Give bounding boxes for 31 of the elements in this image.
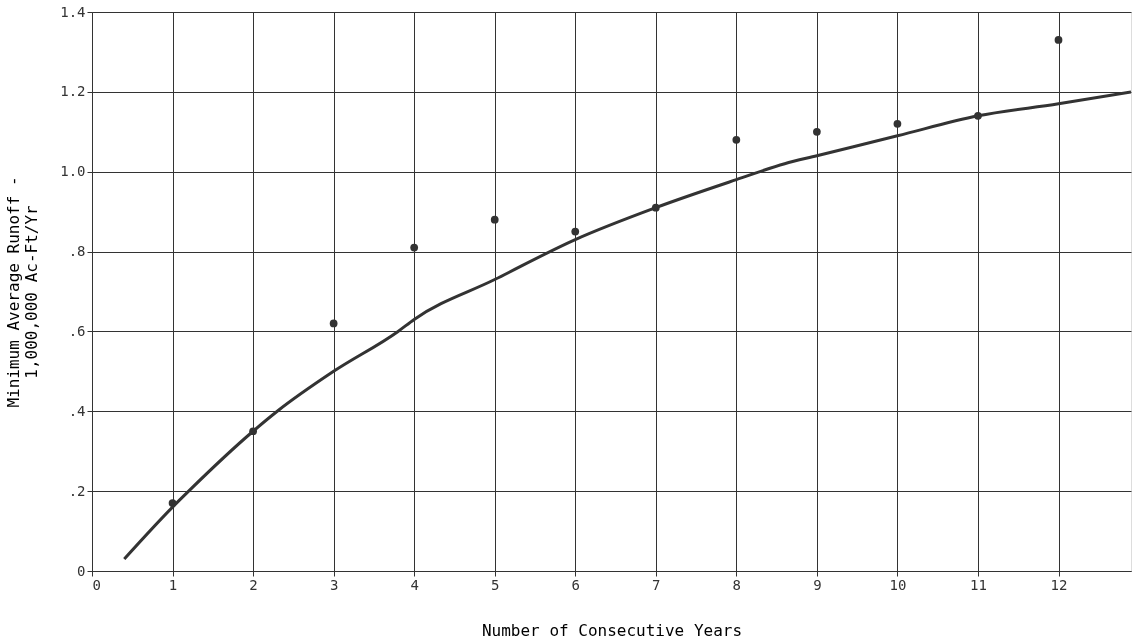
point: [571, 227, 580, 236]
y-tick-label: 1.4: [60, 3, 86, 20]
x-tick-label: 5: [490, 576, 500, 593]
y-axis-title: Minimum Average Runoff - 1,000,000 Ac-Ft/Yr: [4, 176, 42, 408]
y-tick-label: 1.0: [60, 163, 86, 180]
y-tick-label: .2: [68, 482, 86, 499]
x-tick-label: 2: [249, 576, 258, 593]
y-tick-label: .8: [68, 243, 86, 260]
x-tick-label: 11: [970, 576, 987, 593]
x-tick-label: 0: [92, 576, 101, 593]
y-tick-label: 0: [77, 562, 86, 579]
y-tick-label: .6: [68, 322, 86, 339]
point: [732, 135, 741, 144]
point: [813, 127, 821, 136]
x-tick-label: 9: [813, 576, 822, 593]
point: [893, 119, 902, 128]
x-tick-label: 10: [889, 576, 907, 593]
y-tick-label: 1.2: [60, 83, 86, 100]
x-tick-label: 1: [168, 576, 178, 593]
point: [329, 319, 338, 328]
point: [410, 243, 419, 252]
x-tick-label: 8: [732, 576, 742, 593]
x-tick-label: 6: [571, 576, 580, 593]
x-tick-label: 4: [410, 576, 419, 593]
x-axis-title: Number of Consecutive Years: [481, 620, 743, 640]
x-tick-label: 7: [652, 576, 661, 593]
x-tick-label: 12: [1050, 576, 1068, 593]
point: [1054, 36, 1063, 44]
point: [490, 215, 499, 224]
x-tick-label: 3: [329, 576, 339, 593]
y-tick-label: .4: [68, 402, 86, 419]
